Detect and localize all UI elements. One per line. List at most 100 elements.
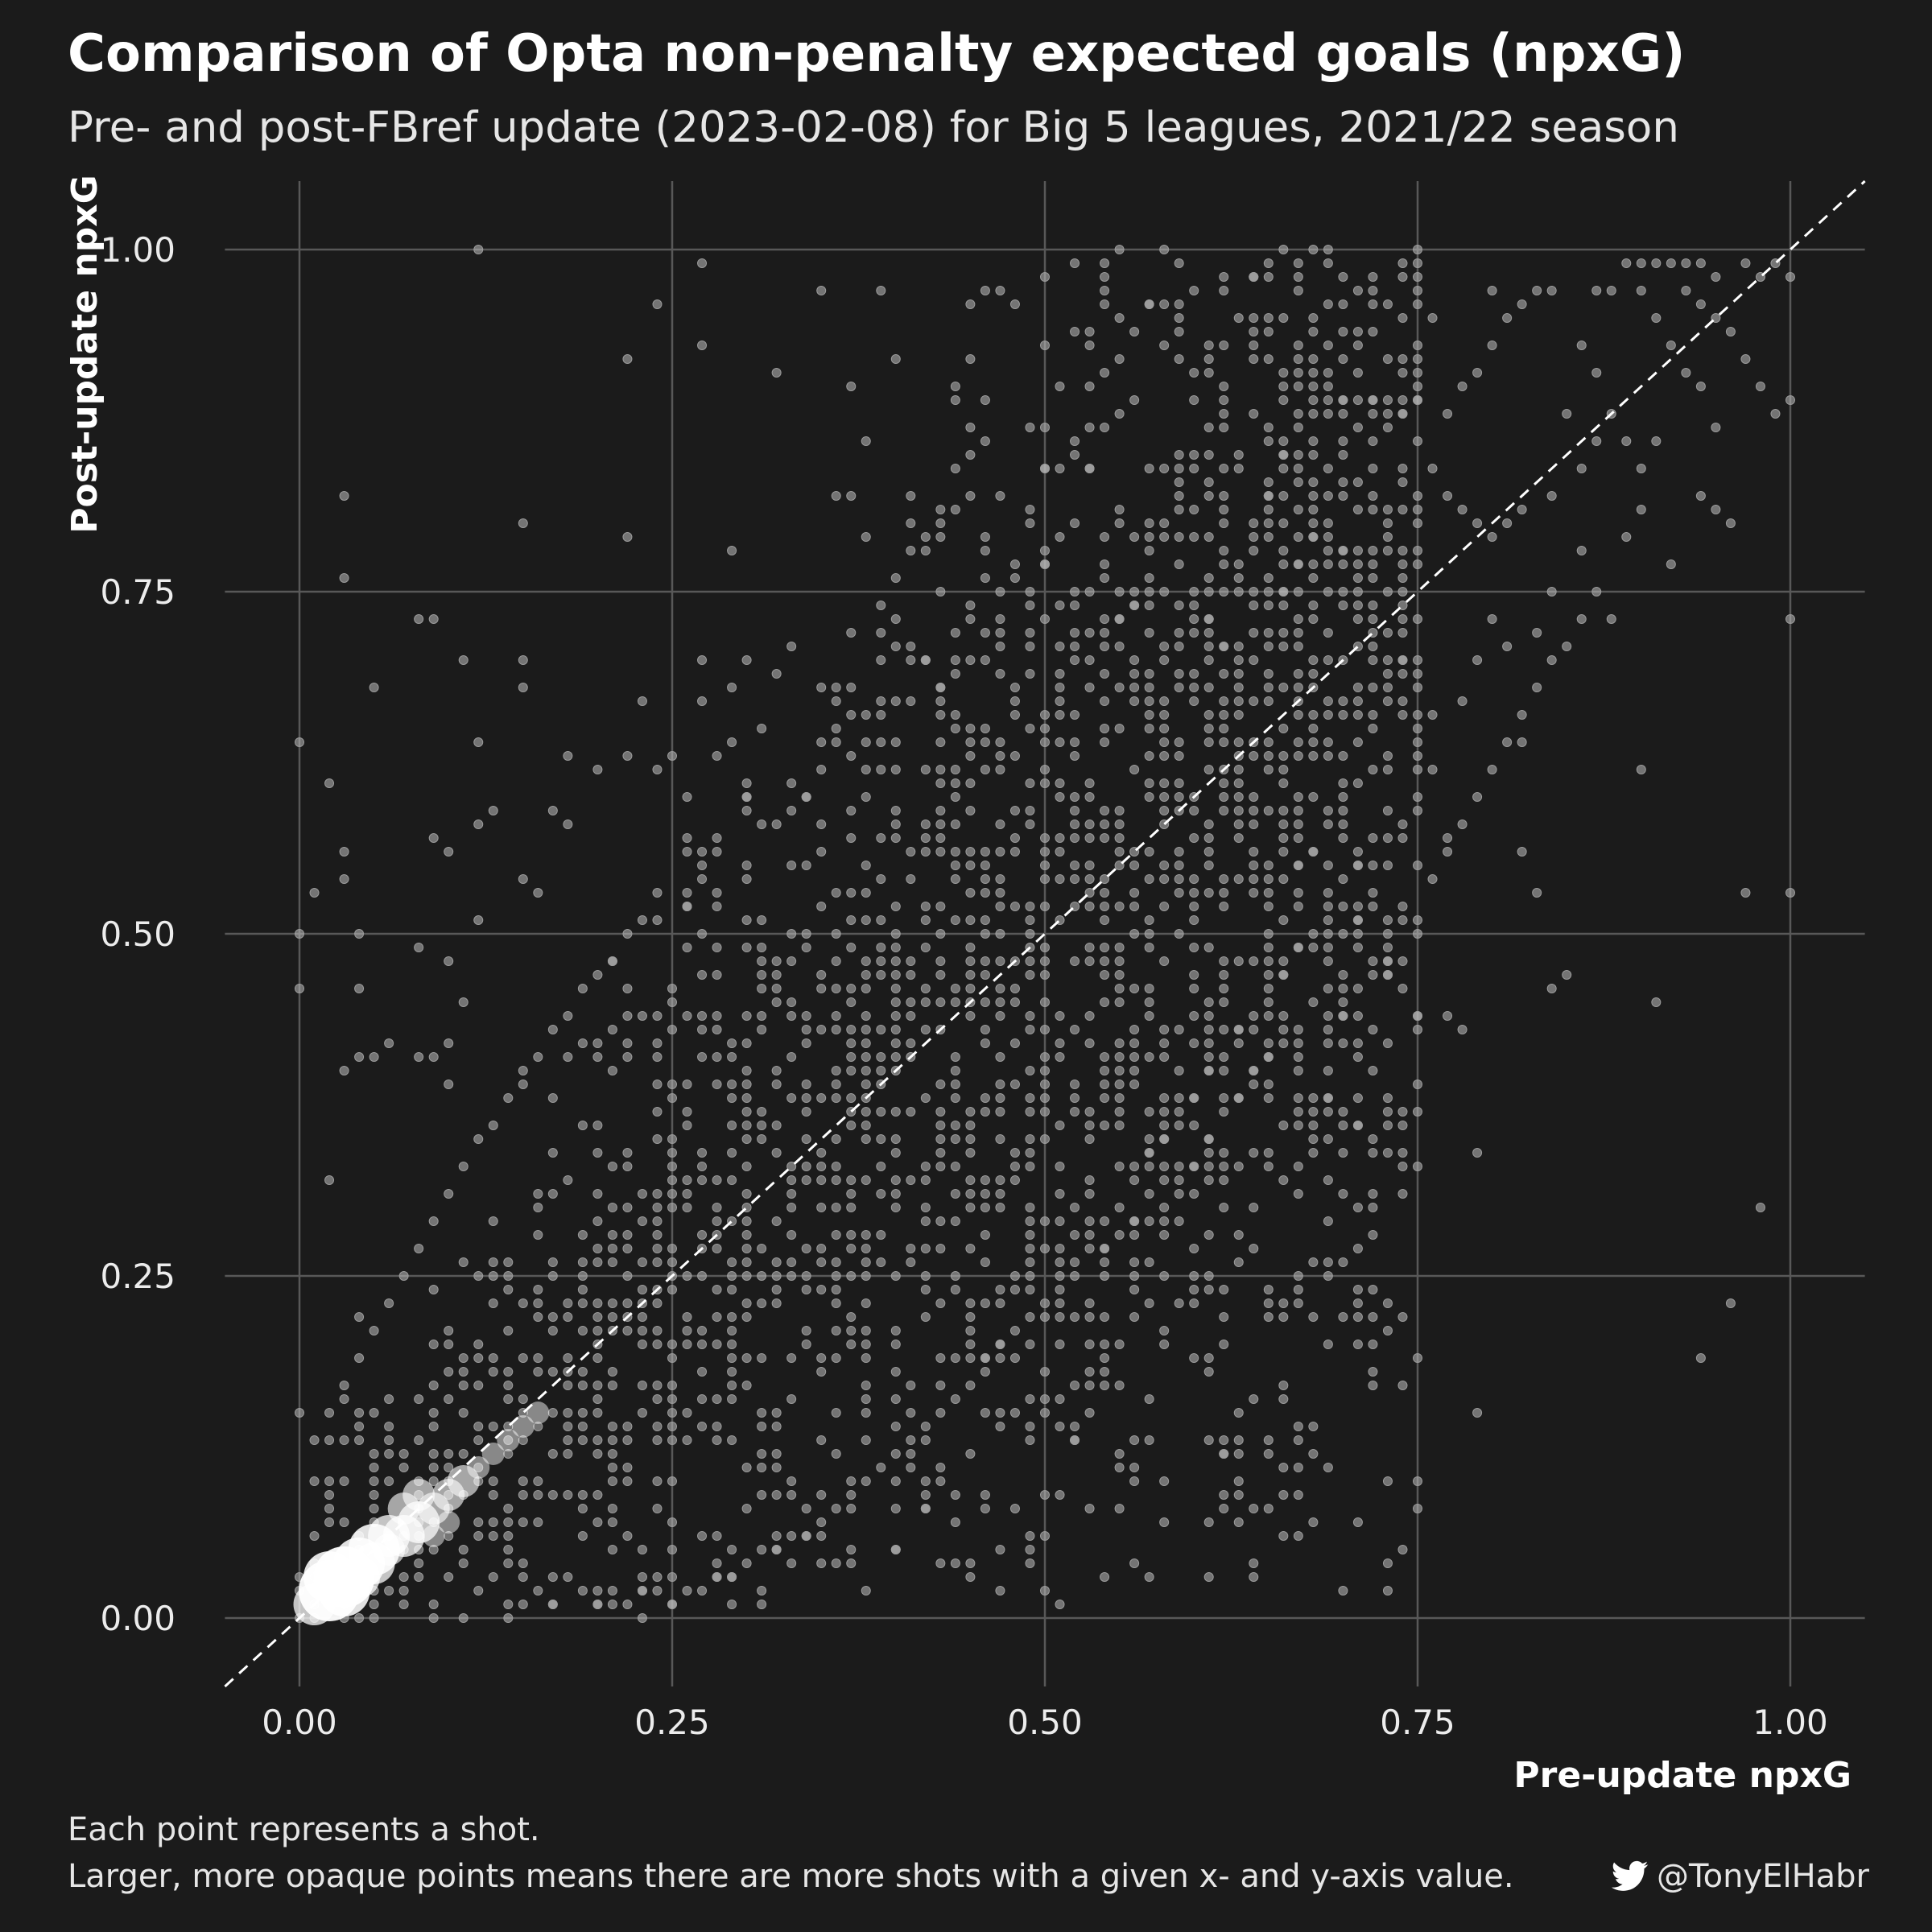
- data-point: [980, 1408, 990, 1418]
- data-point: [369, 1326, 379, 1335]
- data-point: [846, 1175, 857, 1185]
- data-point: [1203, 1517, 1214, 1527]
- data-point: [1308, 313, 1319, 323]
- data-point: [428, 1408, 439, 1418]
- data-point: [1159, 1162, 1170, 1171]
- data-point: [965, 1175, 976, 1185]
- data-point: [831, 1326, 841, 1335]
- data-point: [1352, 573, 1363, 583]
- data-point: [1323, 1066, 1333, 1075]
- data-point: [1040, 1298, 1050, 1308]
- data-point: [324, 1435, 335, 1445]
- data-point: [831, 737, 841, 747]
- data-point: [1382, 628, 1393, 638]
- data-point: [1174, 874, 1184, 884]
- data-point: [1532, 628, 1542, 638]
- data-point: [607, 1203, 617, 1212]
- data-point: [846, 997, 857, 1007]
- data-point: [1427, 765, 1438, 774]
- data-point: [861, 861, 871, 870]
- data-point: [1189, 1093, 1199, 1103]
- data-point: [1203, 587, 1214, 597]
- data-point: [1338, 1312, 1348, 1322]
- data-point: [414, 1572, 424, 1582]
- data-point: [712, 1422, 722, 1431]
- data-point: [831, 1353, 841, 1363]
- data-point: [965, 915, 976, 925]
- data-point: [592, 1326, 603, 1335]
- data-point: [682, 1586, 692, 1596]
- data-point: [1413, 491, 1422, 501]
- data-point: [1189, 1121, 1199, 1130]
- data-point: [1203, 888, 1214, 898]
- data-point: [1517, 505, 1527, 514]
- data-point: [965, 655, 976, 665]
- data-point: [563, 1298, 573, 1308]
- data-point: [1189, 833, 1199, 843]
- data-point: [1293, 354, 1303, 364]
- data-point: [1114, 847, 1125, 857]
- data-point: [1308, 368, 1319, 378]
- data-point: [816, 1203, 827, 1212]
- data-point: [1189, 943, 1199, 952]
- data-point: [518, 518, 528, 528]
- data-point: [697, 1422, 708, 1431]
- data-point: [563, 751, 573, 761]
- data-point: [1025, 1162, 1035, 1171]
- chart-title: Comparison of Opta non-penalty expected …: [68, 24, 1686, 84]
- data-point: [473, 1586, 484, 1596]
- data-point: [1040, 847, 1050, 857]
- data-point: [935, 1080, 946, 1089]
- data-point: [503, 1435, 514, 1445]
- data-point: [1040, 970, 1050, 980]
- data-point: [816, 1353, 827, 1363]
- data-point: [667, 1189, 677, 1199]
- data-point: [1084, 1367, 1095, 1377]
- data-point: [1323, 819, 1333, 829]
- data-point: [444, 1080, 454, 1089]
- data-point: [1100, 299, 1110, 309]
- data-point: [354, 1353, 365, 1363]
- data-point: [1338, 354, 1348, 364]
- data-point: [846, 751, 857, 761]
- data-point: [488, 1367, 498, 1377]
- data-point: [1203, 1230, 1214, 1240]
- data-point: [1040, 423, 1050, 432]
- data-point: [920, 1203, 931, 1212]
- data-point: [1203, 423, 1214, 432]
- data-point: [652, 1476, 663, 1486]
- data-point: [1636, 286, 1646, 295]
- data-point: [1055, 1298, 1065, 1308]
- data-point: [816, 1435, 827, 1445]
- data-point: [741, 1463, 752, 1472]
- data-point: [786, 806, 797, 815]
- data-point: [398, 1572, 409, 1582]
- data-point: [831, 1093, 841, 1103]
- data-point: [1084, 683, 1095, 692]
- data-point: [1323, 1463, 1333, 1472]
- data-point: [1382, 929, 1393, 939]
- data-point: [906, 1449, 916, 1459]
- data-point: [1189, 1011, 1199, 1021]
- data-point: [563, 1490, 573, 1500]
- data-point: [1413, 861, 1422, 870]
- data-point: [577, 1298, 588, 1308]
- data-point: [428, 1340, 439, 1349]
- data-point: [1397, 1121, 1408, 1130]
- data-point: [1129, 696, 1140, 706]
- data-point: [1025, 1257, 1035, 1267]
- data-point: [1055, 1121, 1065, 1130]
- data-point: [428, 1545, 439, 1554]
- data-point: [1025, 1422, 1035, 1431]
- data-point: [1233, 696, 1244, 706]
- data-point: [861, 1080, 871, 1089]
- data-point: [757, 915, 767, 925]
- data-point: [398, 1600, 409, 1609]
- data-point: [995, 1175, 1005, 1185]
- data-point: [637, 1011, 647, 1021]
- data-point: [1203, 450, 1214, 460]
- data-point: [1517, 299, 1527, 309]
- data-point: [920, 1216, 931, 1226]
- data-point: [965, 956, 976, 966]
- data-point: [607, 1517, 617, 1527]
